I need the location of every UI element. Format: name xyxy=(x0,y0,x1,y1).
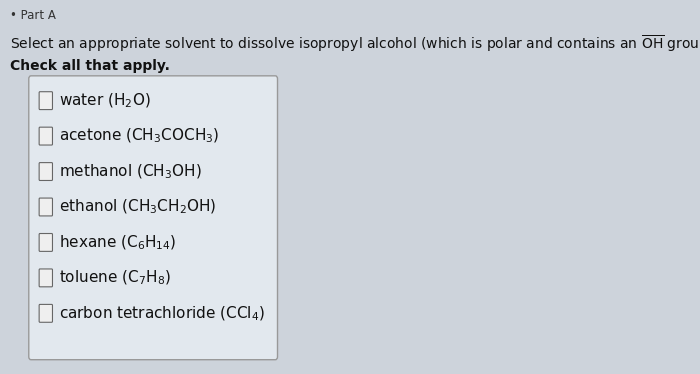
FancyBboxPatch shape xyxy=(39,92,52,110)
FancyBboxPatch shape xyxy=(39,269,52,287)
Text: toluene $(\mathrm{C_7H_8})$: toluene $(\mathrm{C_7H_8})$ xyxy=(59,269,171,287)
Text: Select an appropriate solvent to dissolve isopropyl alcohol (which is polar and : Select an appropriate solvent to dissolv… xyxy=(10,33,700,53)
FancyBboxPatch shape xyxy=(39,198,52,216)
FancyBboxPatch shape xyxy=(39,304,52,322)
Text: water $(\mathrm{H_2O})$: water $(\mathrm{H_2O})$ xyxy=(59,92,150,110)
Text: carbon tetrachloride $(\mathrm{CCl_4})$: carbon tetrachloride $(\mathrm{CCl_4})$ xyxy=(59,304,265,322)
FancyBboxPatch shape xyxy=(29,76,277,360)
Text: methanol $(\mathrm{CH_3OH})$: methanol $(\mathrm{CH_3OH})$ xyxy=(59,162,202,181)
FancyBboxPatch shape xyxy=(39,127,52,145)
FancyBboxPatch shape xyxy=(39,163,52,181)
Text: hexane $(\mathrm{C_6H_{14}})$: hexane $(\mathrm{C_6H_{14}})$ xyxy=(59,233,176,252)
Text: acetone $(\mathrm{CH_3COCH_3})$: acetone $(\mathrm{CH_3COCH_3})$ xyxy=(59,127,220,145)
FancyBboxPatch shape xyxy=(39,233,52,251)
Text: • Part A: • Part A xyxy=(10,9,56,22)
Text: Check all that apply.: Check all that apply. xyxy=(10,59,170,73)
Text: ethanol $(\mathrm{CH_3CH_2OH})$: ethanol $(\mathrm{CH_3CH_2OH})$ xyxy=(59,198,216,216)
